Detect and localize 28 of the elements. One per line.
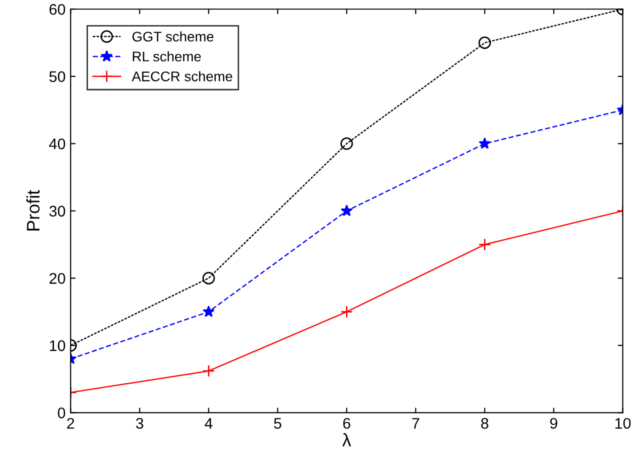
y-tick-label: 60 [50,4,66,15]
point [340,137,353,150]
x-tick-label: 2 [67,418,74,429]
x-tick-label: 6 [343,418,350,429]
y-tick-label: 30 [49,206,66,217]
point [478,36,491,49]
x-tick-label: 10 [615,418,631,429]
y-tick-label: 0 [58,408,66,418]
y-tick-label: 40 [49,138,66,150]
legend-label: RL scheme [132,51,201,62]
y-tick-label: 20 [50,273,66,284]
point [478,238,491,251]
x-tick-label: 8 [481,418,488,429]
y-tick-label: 50 [49,71,66,82]
point [340,204,353,216]
point [202,306,215,317]
x-tick-label: 4 [204,418,212,429]
point [478,137,491,149]
legend-label: GGT scheme [132,31,214,42]
y-tick-label: 10 [50,340,66,352]
y-axis-title: Profit [26,190,40,230]
x-tick-label: 9 [550,418,558,429]
point [340,306,353,318]
x-tick-label: 3 [136,418,144,429]
legend-label: AECCR scheme [132,71,232,82]
x-tick-label: 5 [274,418,282,429]
x-axis-title: λ [342,433,352,446]
x-tick-label: 7 [412,418,420,429]
